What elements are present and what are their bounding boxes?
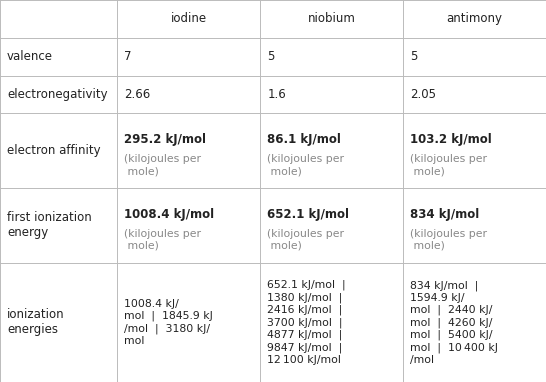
Text: 1008.4 kJ/mol: 1008.4 kJ/mol <box>124 208 215 221</box>
Text: (kilojoules per
 mole): (kilojoules per mole) <box>411 154 488 176</box>
Text: 2.66: 2.66 <box>124 88 151 101</box>
Text: 834 kJ/mol: 834 kJ/mol <box>411 208 480 221</box>
Text: first ionization
energy: first ionization energy <box>7 211 92 239</box>
Text: 2.05: 2.05 <box>411 88 436 101</box>
Text: niobium: niobium <box>308 12 356 25</box>
Text: electronegativity: electronegativity <box>7 88 108 101</box>
Text: 7: 7 <box>124 50 132 63</box>
Text: 1008.4 kJ/
mol  |  1845.9 kJ
/mol  |  3180 kJ/
mol: 1008.4 kJ/ mol | 1845.9 kJ /mol | 3180 k… <box>124 299 213 346</box>
Text: electron affinity: electron affinity <box>7 144 100 157</box>
Text: antimony: antimony <box>447 12 503 25</box>
Text: valence: valence <box>7 50 53 63</box>
Text: (kilojoules per
 mole): (kilojoules per mole) <box>411 229 488 251</box>
Text: 5: 5 <box>268 50 275 63</box>
Text: 103.2 kJ/mol: 103.2 kJ/mol <box>411 133 492 146</box>
Text: (kilojoules per
 mole): (kilojoules per mole) <box>124 229 201 251</box>
Text: 652.1 kJ/mol: 652.1 kJ/mol <box>268 208 349 221</box>
Text: 1.6: 1.6 <box>268 88 286 101</box>
Text: 86.1 kJ/mol: 86.1 kJ/mol <box>268 133 341 146</box>
Text: 834 kJ/mol  |
1594.9 kJ/
mol  |  2440 kJ/
mol  |  4260 kJ/
mol  |  5400 kJ/
mol : 834 kJ/mol | 1594.9 kJ/ mol | 2440 kJ/ m… <box>411 280 498 364</box>
Text: iodine: iodine <box>171 12 207 25</box>
Text: (kilojoules per
 mole): (kilojoules per mole) <box>124 154 201 176</box>
Text: 5: 5 <box>411 50 418 63</box>
Text: (kilojoules per
 mole): (kilojoules per mole) <box>268 154 345 176</box>
Text: ionization
energies: ionization energies <box>7 308 64 336</box>
Text: (kilojoules per
 mole): (kilojoules per mole) <box>268 229 345 251</box>
Text: 652.1 kJ/mol  |
1380 kJ/mol  |
2416 kJ/mol  |
3700 kJ/mol  |
4877 kJ/mol  |
9847: 652.1 kJ/mol | 1380 kJ/mol | 2416 kJ/mol… <box>268 280 346 365</box>
Text: 295.2 kJ/mol: 295.2 kJ/mol <box>124 133 206 146</box>
